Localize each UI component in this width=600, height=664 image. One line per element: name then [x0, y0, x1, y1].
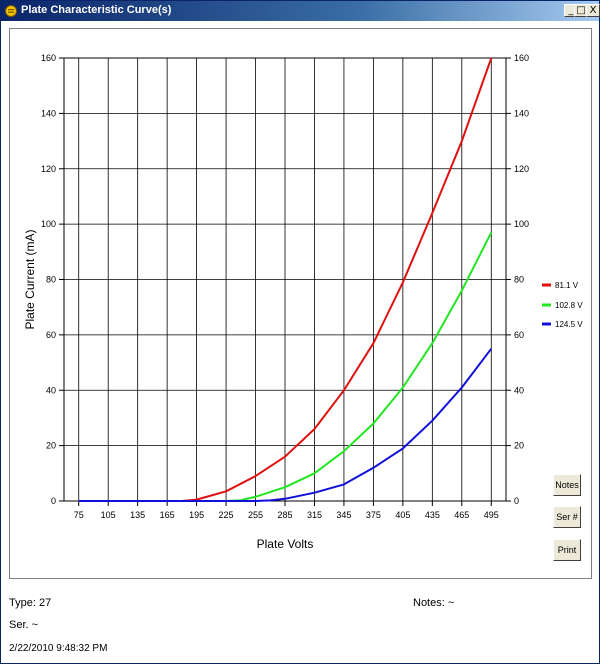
tube-type: Type: 27: [9, 597, 52, 609]
y-tick-label-left: 20: [46, 441, 56, 451]
x-axis-label: Plate Volts: [257, 537, 314, 551]
notes-button[interactable]: Notes: [553, 474, 581, 496]
x-tick-label: 165: [160, 510, 175, 520]
x-tick-label: 375: [366, 510, 381, 520]
y-tick-label-right: 140: [514, 108, 529, 118]
y-tick-label-right: 100: [514, 219, 529, 229]
legend-entry: 102.8 V: [555, 301, 583, 310]
legend-entry: 81.1 V: [555, 281, 579, 290]
close-button[interactable]: X: [586, 4, 600, 17]
x-tick-label: 225: [219, 510, 234, 520]
window-title: Plate Characteristic Curve(s): [21, 4, 172, 16]
y-tick-label-left: 80: [46, 275, 56, 285]
y-tick-label-left: 160: [41, 53, 56, 63]
y-tick-label-left: 0: [51, 496, 56, 506]
notes-text: Notes: ~: [413, 597, 455, 609]
print-button[interactable]: Print: [553, 539, 581, 561]
app-icon: [5, 5, 17, 17]
x-tick-label: 465: [454, 510, 469, 520]
x-tick-label: 105: [101, 510, 116, 520]
x-tick-label: 135: [130, 510, 145, 520]
series-line-3: [78, 348, 493, 502]
x-tick-label: 435: [425, 510, 440, 520]
y-tick-label-left: 60: [46, 330, 56, 340]
y-tick-label-left: 40: [46, 385, 56, 395]
y-tick-label-left: 140: [41, 108, 56, 118]
y-tick-label-left: 120: [41, 164, 56, 174]
timestamp: 2/22/2010 9:48:32 PM: [9, 643, 108, 654]
y-tick-label-left: 100: [41, 219, 56, 229]
x-tick-label: 345: [336, 510, 351, 520]
x-tick-label: 255: [248, 510, 263, 520]
y-tick-label-right: 20: [514, 441, 524, 451]
x-tick-label: 495: [484, 510, 499, 520]
x-tick-label: 285: [277, 510, 292, 520]
x-tick-label: 315: [307, 510, 322, 520]
x-tick-label: 75: [74, 510, 84, 520]
serial-button[interactable]: Ser #: [553, 506, 581, 528]
y-tick-label-right: 60: [514, 330, 524, 340]
x-tick-label: 195: [189, 510, 204, 520]
chart-panel: 75 105 135 165 195 225 255 285 315 345 375 405 435 46…: [9, 28, 592, 579]
title-bar[interactable]: Plate Characteristic Curve(s) _ □ X: [1, 1, 600, 21]
x-tick-label: 405: [395, 510, 410, 520]
legend-entry: 124.5 V: [555, 320, 583, 329]
y-tick-label-right: 80: [514, 275, 524, 285]
plate-chart: 75 105 135 165 195 225 255 285 315 345 375 405 435 46…: [23, 53, 583, 551]
serial-number: Ser. ~: [9, 619, 39, 631]
y-tick-label-right: 0: [514, 496, 519, 506]
y-tick-label-right: 160: [514, 53, 529, 63]
y-tick-label-right: 40: [514, 385, 524, 395]
y-axis-label: Plate Current (mA): [23, 229, 37, 329]
y-tick-label-right: 120: [514, 164, 529, 174]
